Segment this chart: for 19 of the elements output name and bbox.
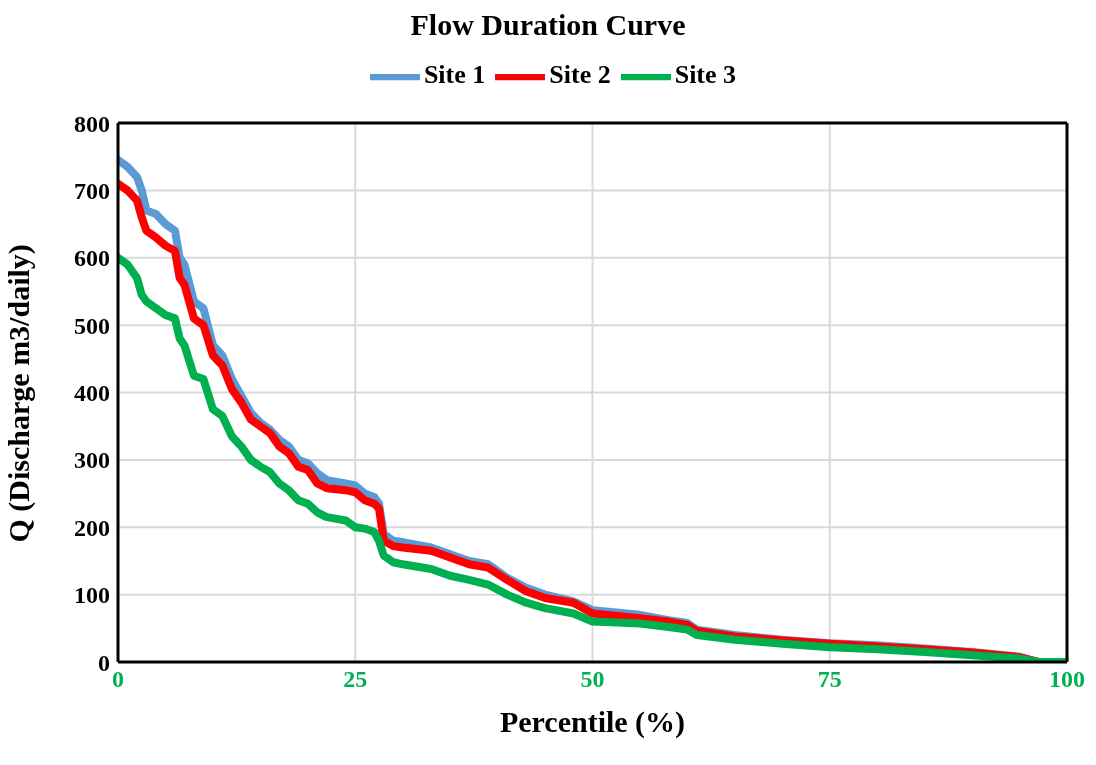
y-tick-label: 100 (74, 582, 110, 609)
y-tick-label: 300 (74, 447, 110, 474)
legend-label: Site 1 (423, 59, 486, 89)
legend-label: Site 3 (674, 59, 737, 89)
y-tick-label: 200 (74, 514, 110, 541)
y-axis-title: Q (Discharge m3/daily) (1, 244, 36, 543)
y-tick-label: 800 (74, 110, 110, 137)
x-tick-label: 50 (580, 666, 605, 693)
x-tick-label: 75 (817, 666, 842, 693)
y-tick-label: 0 (98, 649, 110, 676)
x-tick-label: 100 (1049, 666, 1085, 693)
y-tick-label: 400 (74, 380, 110, 407)
x-tick-label: 25 (343, 666, 368, 693)
chart-title: Flow Duration Curve (409, 8, 687, 42)
y-tick-label: 600 (74, 245, 110, 272)
legend-label: Site 2 (549, 59, 611, 89)
y-tick-label: 700 (74, 177, 110, 204)
x-axis-title: Percentile (%) (499, 705, 686, 739)
y-tick-label: 500 (74, 312, 110, 339)
